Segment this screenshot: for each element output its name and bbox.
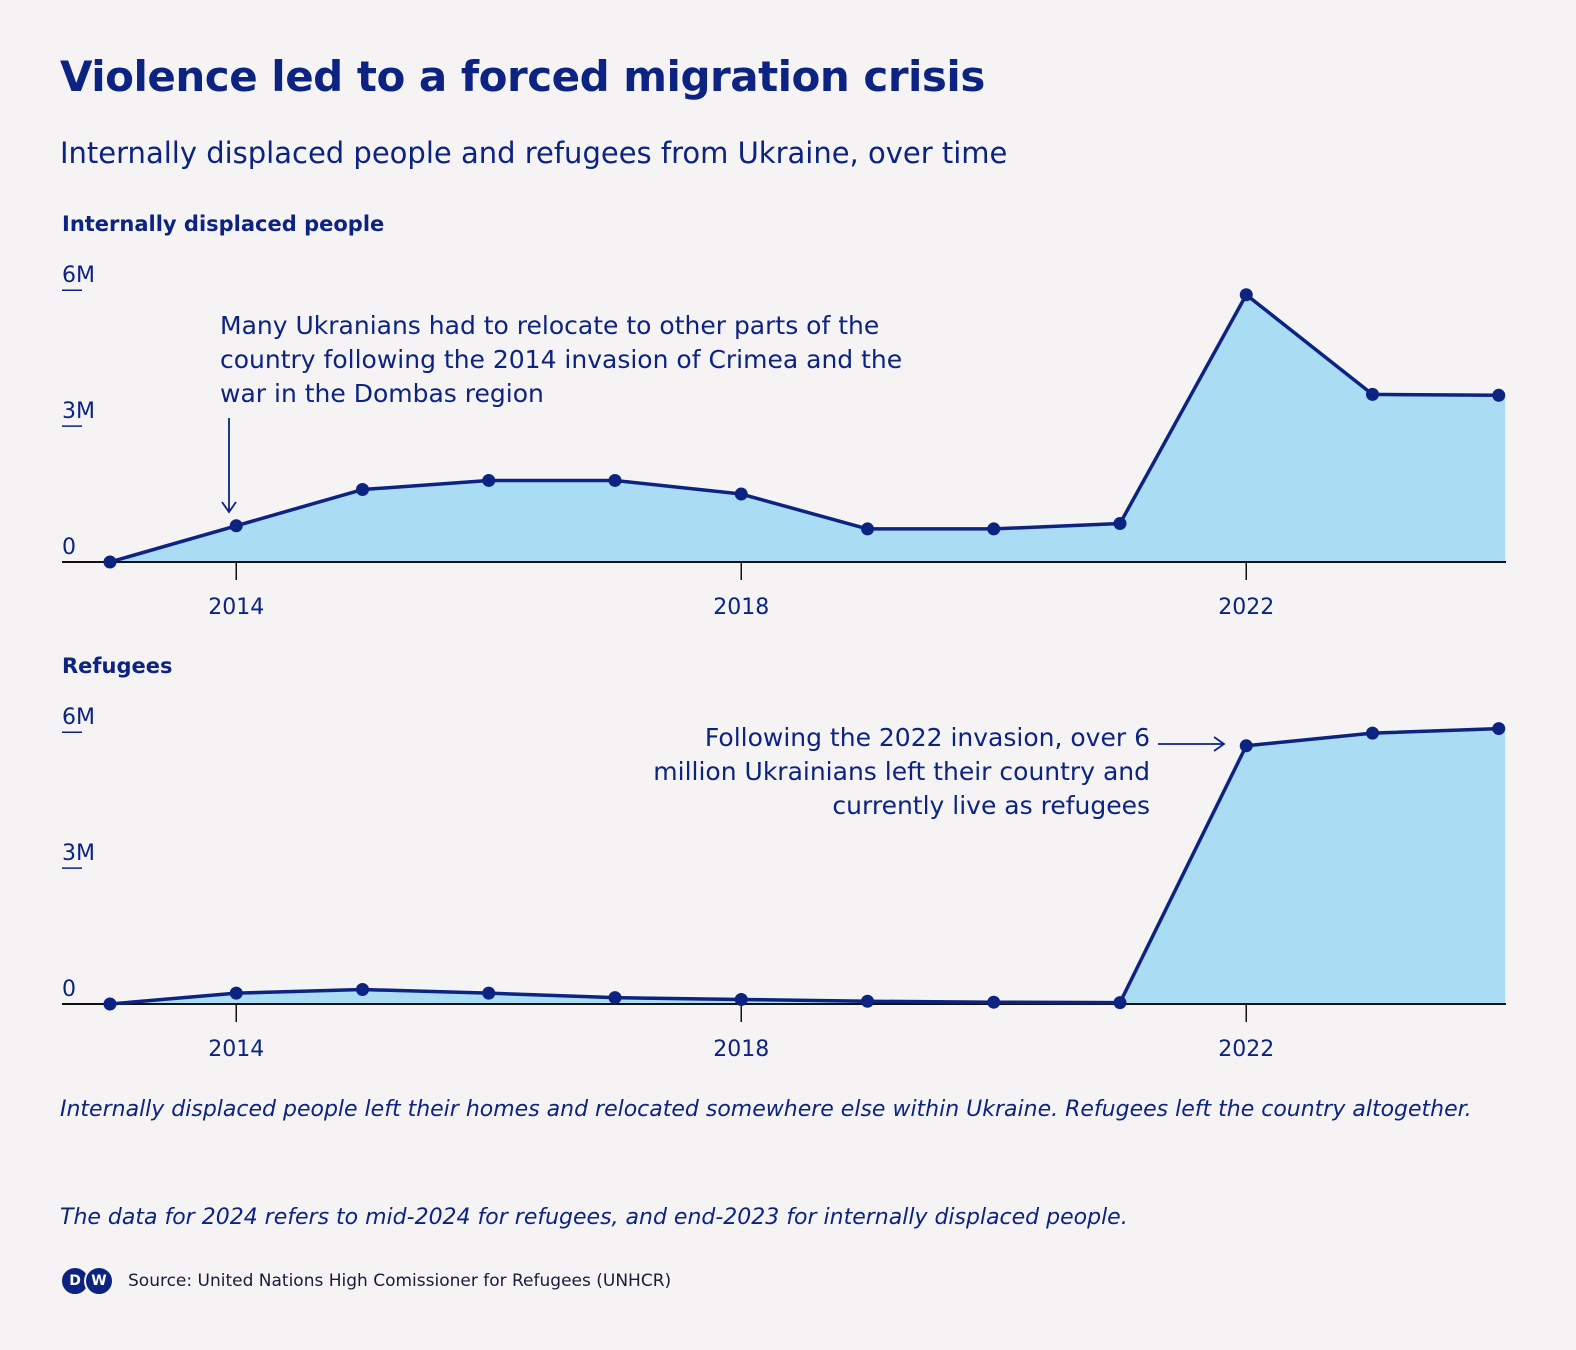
y-tick-label: 6M bbox=[62, 263, 95, 288]
series-line bbox=[109, 726, 1499, 1006]
refugee-chart-title: Refugees bbox=[62, 654, 173, 678]
data-point bbox=[229, 986, 243, 1000]
note-data-timing: The data for 2024 refers to mid-2024 for… bbox=[60, 1205, 1128, 1230]
x-tick-label: 2018 bbox=[713, 595, 769, 620]
dw-logo-w: W bbox=[84, 1266, 114, 1296]
data-point bbox=[482, 986, 496, 1000]
data-point bbox=[987, 995, 1001, 1009]
annotation-text: currently live as refugees bbox=[832, 791, 1150, 820]
data-point bbox=[482, 473, 496, 487]
annotation-text: million Ukrainians left their country an… bbox=[653, 757, 1150, 786]
note-definitions: Internally displaced people left their h… bbox=[60, 1097, 1472, 1122]
annotation-text: country following the 2014 invasion of C… bbox=[220, 345, 902, 374]
data-point bbox=[608, 473, 622, 487]
y-tick-label: 3M bbox=[62, 399, 95, 424]
x-tick-label: 2018 bbox=[713, 1037, 769, 1062]
x-tick-label: 2022 bbox=[1218, 1037, 1274, 1062]
x-tick-label: 2014 bbox=[208, 1037, 264, 1062]
data-point bbox=[734, 992, 748, 1006]
data-point bbox=[1239, 739, 1253, 753]
source-text: Source: United Nations High Comissioner … bbox=[128, 1271, 672, 1291]
series-area bbox=[110, 294, 1506, 562]
annotation-text: Following the 2022 invasion, over 6 bbox=[705, 723, 1150, 752]
data-point bbox=[356, 483, 369, 497]
annotation-text: Many Ukranians had to relocate to other … bbox=[220, 311, 879, 340]
annotation-arrow-head bbox=[1213, 736, 1226, 752]
data-point bbox=[103, 555, 117, 569]
idp-chart: 6M 3M 0 2014 2018 2022 Many Ukranians had to r… bbox=[62, 263, 1506, 620]
page-title: Violence led to a forced migration crisi… bbox=[60, 52, 985, 101]
data-point bbox=[861, 994, 874, 1008]
data-point bbox=[1366, 726, 1379, 740]
annotation-text: war in the Dombas region bbox=[220, 379, 544, 408]
data-point bbox=[1492, 388, 1506, 402]
x-tick-label: 2014 bbox=[208, 595, 264, 620]
data-point bbox=[608, 991, 622, 1005]
source-line: D W Source: United Nations High Comissio… bbox=[60, 1264, 671, 1298]
data-point bbox=[1492, 722, 1506, 736]
y-tick-label: 0 bbox=[62, 977, 76, 1002]
series-line bbox=[109, 292, 1499, 564]
refugee-chart: 6M 3M 0 2014 2018 2022 Following the 2022 inva… bbox=[62, 705, 1506, 1062]
y-tick-label: 3M bbox=[62, 841, 95, 866]
data-point bbox=[1113, 516, 1127, 530]
idp-chart-title: Internally displaced people bbox=[62, 212, 385, 236]
x-tick-label: 2022 bbox=[1218, 595, 1274, 620]
data-point bbox=[356, 983, 369, 997]
data-point bbox=[1366, 387, 1379, 401]
series-area bbox=[110, 728, 1506, 1004]
page-subtitle: Internally displaced people and refugees… bbox=[60, 136, 1008, 170]
y-tick-label: 6M bbox=[62, 705, 95, 730]
y-tick-label: 0 bbox=[62, 535, 76, 560]
dw-logo-icon: D W bbox=[60, 1266, 116, 1296]
annotation-arrow-head bbox=[221, 501, 237, 514]
data-point bbox=[103, 997, 117, 1011]
data-point bbox=[861, 522, 874, 536]
data-point bbox=[987, 522, 1001, 536]
data-point bbox=[229, 519, 243, 533]
data-point bbox=[1239, 288, 1253, 302]
data-point bbox=[734, 487, 748, 501]
data-point bbox=[1113, 996, 1127, 1010]
